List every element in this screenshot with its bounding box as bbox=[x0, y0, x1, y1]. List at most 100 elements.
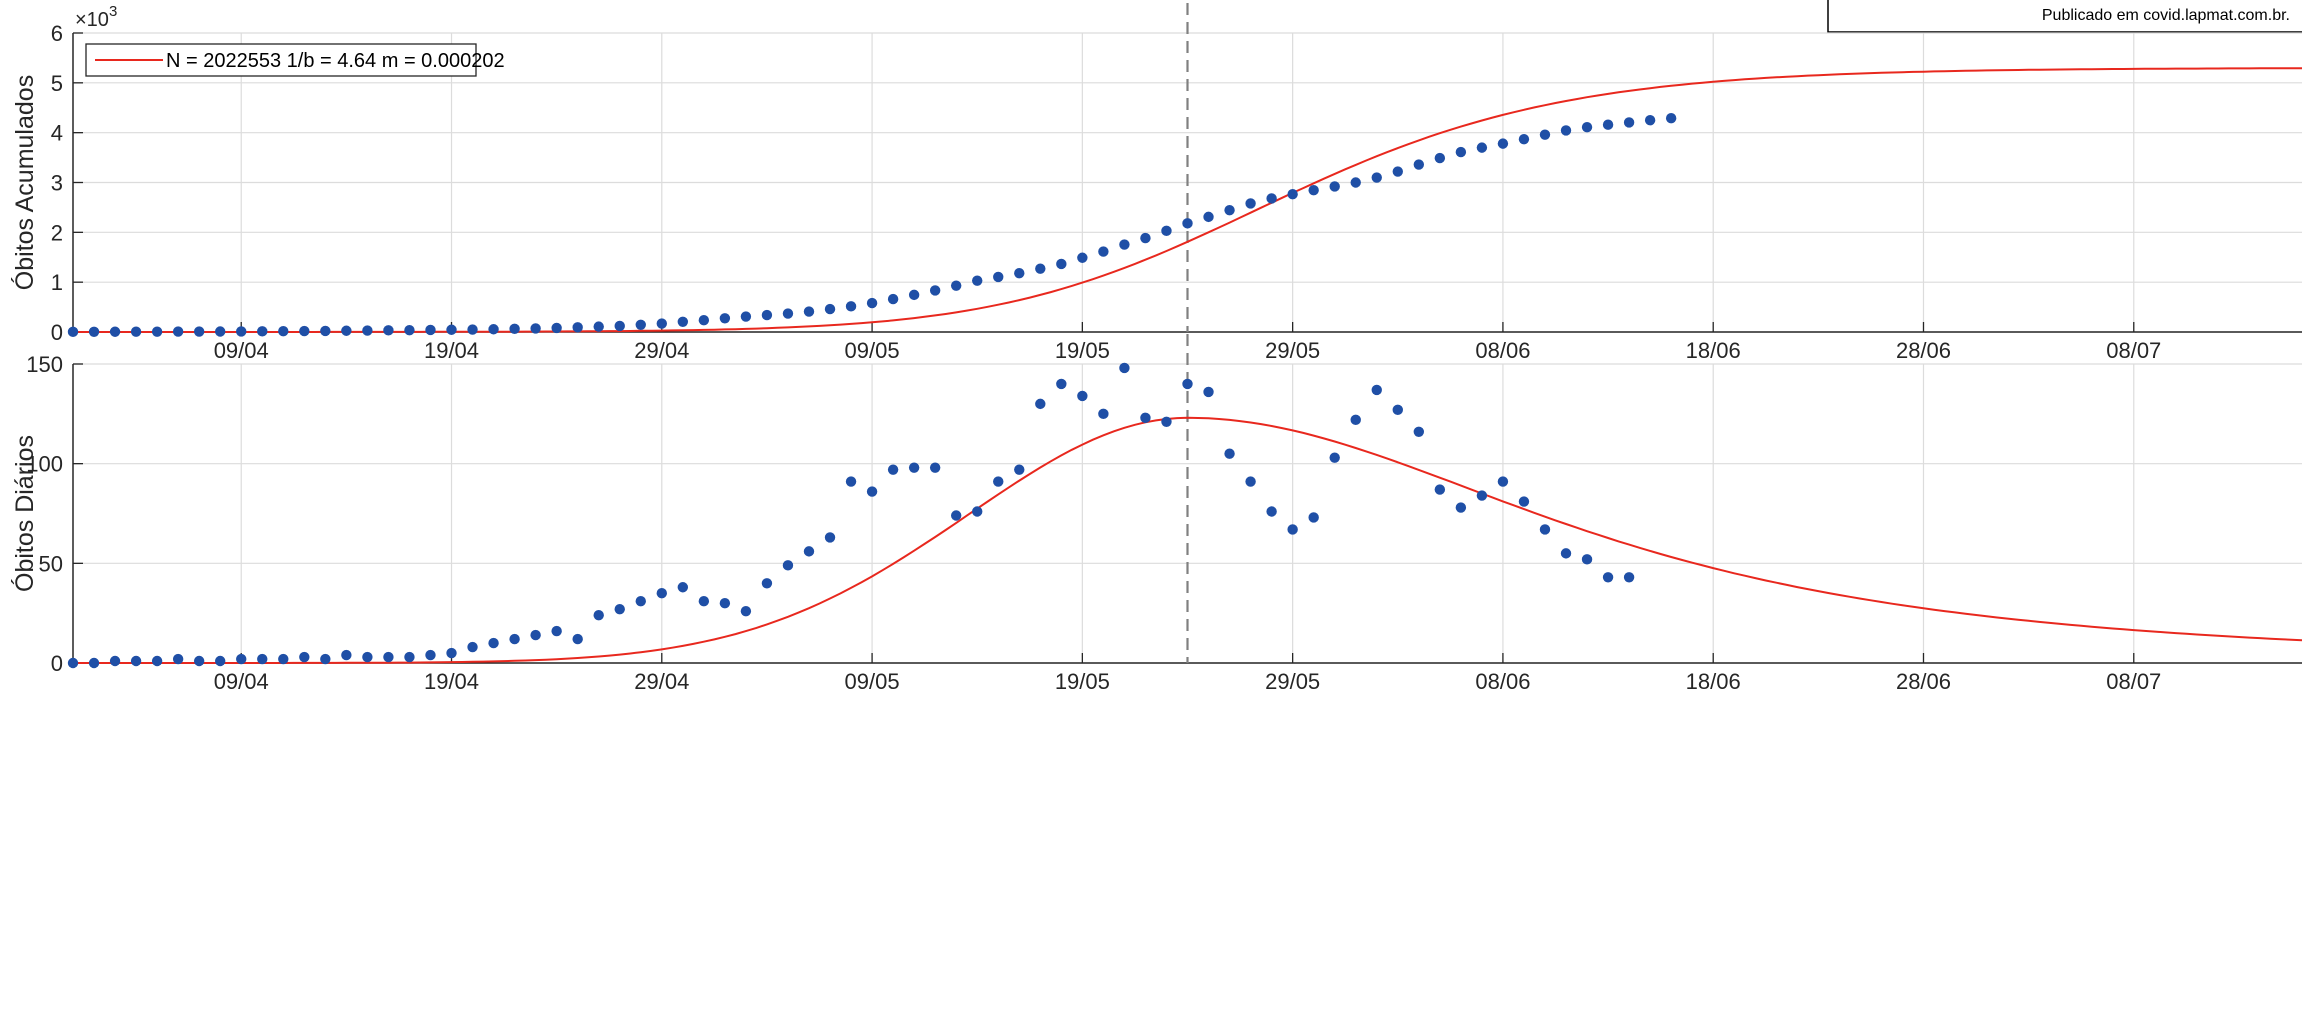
data-point bbox=[151, 326, 163, 337]
data-point bbox=[993, 476, 1004, 487]
data-point bbox=[446, 647, 457, 659]
data-point bbox=[593, 609, 604, 621]
data-point bbox=[1119, 362, 1130, 374]
data-point bbox=[299, 325, 310, 337]
y-tick-label: 100 bbox=[26, 452, 63, 477]
data-point bbox=[1098, 408, 1109, 420]
data-point bbox=[1161, 225, 1172, 237]
data-point bbox=[1266, 193, 1277, 204]
data-point bbox=[1602, 572, 1614, 583]
x-tick-label: 29/05 bbox=[1265, 338, 1320, 363]
credit-box: Publicado em covid.lapmat.com.br. bbox=[1827, 0, 2302, 33]
data-point bbox=[320, 325, 331, 337]
data-point bbox=[67, 326, 79, 338]
data-point bbox=[425, 649, 436, 661]
data-point bbox=[1560, 125, 1572, 136]
observed-points bbox=[67, 362, 1635, 669]
data-point bbox=[803, 546, 815, 557]
data-point bbox=[1392, 404, 1403, 416]
data-point bbox=[593, 321, 604, 332]
data-point bbox=[172, 653, 184, 665]
data-point bbox=[1182, 218, 1193, 229]
data-point bbox=[782, 308, 794, 319]
data-point bbox=[824, 532, 836, 543]
data-point bbox=[1476, 142, 1488, 153]
data-point bbox=[1329, 452, 1340, 463]
data-point bbox=[698, 596, 710, 607]
data-point bbox=[1644, 115, 1656, 126]
data-point bbox=[1518, 133, 1530, 145]
data-point bbox=[278, 653, 289, 665]
data-point bbox=[656, 588, 667, 599]
data-point bbox=[719, 598, 731, 609]
data-point bbox=[1224, 204, 1235, 216]
y-tick-label: 50 bbox=[39, 551, 63, 576]
data-point bbox=[929, 462, 941, 473]
data-point bbox=[866, 297, 878, 309]
data-point bbox=[425, 324, 436, 336]
data-point bbox=[1455, 502, 1467, 513]
fit-curve bbox=[73, 67, 2302, 333]
data-point bbox=[1665, 113, 1677, 124]
credit-text: Publicado em covid.lapmat.com.br. bbox=[2042, 7, 2290, 24]
data-point bbox=[950, 280, 962, 291]
data-point bbox=[1455, 146, 1467, 158]
data-point bbox=[1602, 119, 1614, 130]
y-tick-label: 6 bbox=[51, 21, 63, 46]
y-tick-label: 5 bbox=[51, 71, 63, 96]
observed-points bbox=[67, 113, 1677, 338]
x-tick-label: 08/06 bbox=[1475, 338, 1530, 363]
data-point bbox=[88, 657, 100, 669]
y-axis-label: Óbitos Diários bbox=[10, 435, 39, 592]
data-point bbox=[1350, 414, 1361, 426]
data-point bbox=[404, 651, 415, 663]
data-point bbox=[1035, 263, 1046, 274]
data-point bbox=[1308, 185, 1319, 196]
data-point bbox=[845, 476, 857, 487]
y-tick-label: 4 bbox=[51, 121, 63, 146]
data-point bbox=[341, 325, 352, 336]
data-point bbox=[488, 637, 499, 649]
data-point bbox=[614, 603, 625, 615]
cumulative-deaths-panel: 09/04 19/04 29/04 09/05 19/05 29/05 08/06 18/06… bbox=[10, 3, 2302, 363]
data-point bbox=[1308, 512, 1319, 523]
data-point bbox=[740, 311, 752, 322]
data-point bbox=[866, 486, 878, 497]
data-point bbox=[278, 326, 289, 337]
data-point bbox=[1518, 496, 1530, 507]
data-point bbox=[193, 655, 205, 667]
data-point bbox=[488, 324, 499, 335]
data-point bbox=[446, 324, 457, 335]
data-point bbox=[719, 313, 731, 324]
x-tick-label: 09/04 bbox=[214, 669, 269, 694]
data-point bbox=[130, 655, 142, 667]
data-point bbox=[67, 657, 79, 669]
data-point bbox=[1371, 172, 1382, 183]
data-point bbox=[1434, 152, 1446, 164]
data-point bbox=[1476, 490, 1488, 501]
x-tick-label: 18/06 bbox=[1686, 669, 1741, 694]
data-point bbox=[1077, 390, 1088, 402]
data-point bbox=[887, 464, 899, 475]
data-point bbox=[635, 596, 646, 607]
data-point bbox=[130, 326, 142, 337]
data-point bbox=[320, 653, 331, 665]
legend-entry: N = 2022553 1/b = 4.64 m = 0.000202 bbox=[166, 50, 505, 72]
legend: N = 2022553 1/b = 4.64 m = 0.000202 bbox=[85, 43, 505, 77]
data-point bbox=[236, 653, 247, 665]
x-tick-label: 19/05 bbox=[1055, 338, 1110, 363]
data-point bbox=[908, 462, 920, 473]
x-tick-label: 09/04 bbox=[214, 338, 269, 363]
data-point bbox=[950, 510, 962, 521]
data-point bbox=[1287, 524, 1298, 535]
y-axis-label: Óbitos Acumulados bbox=[10, 75, 39, 290]
data-point bbox=[1434, 484, 1446, 495]
x-tick-label: 29/04 bbox=[634, 338, 689, 363]
data-point bbox=[656, 318, 667, 329]
data-point bbox=[1497, 138, 1509, 149]
data-point bbox=[1140, 412, 1151, 424]
data-point bbox=[677, 582, 689, 593]
data-point bbox=[404, 324, 415, 336]
data-point bbox=[1623, 572, 1635, 583]
